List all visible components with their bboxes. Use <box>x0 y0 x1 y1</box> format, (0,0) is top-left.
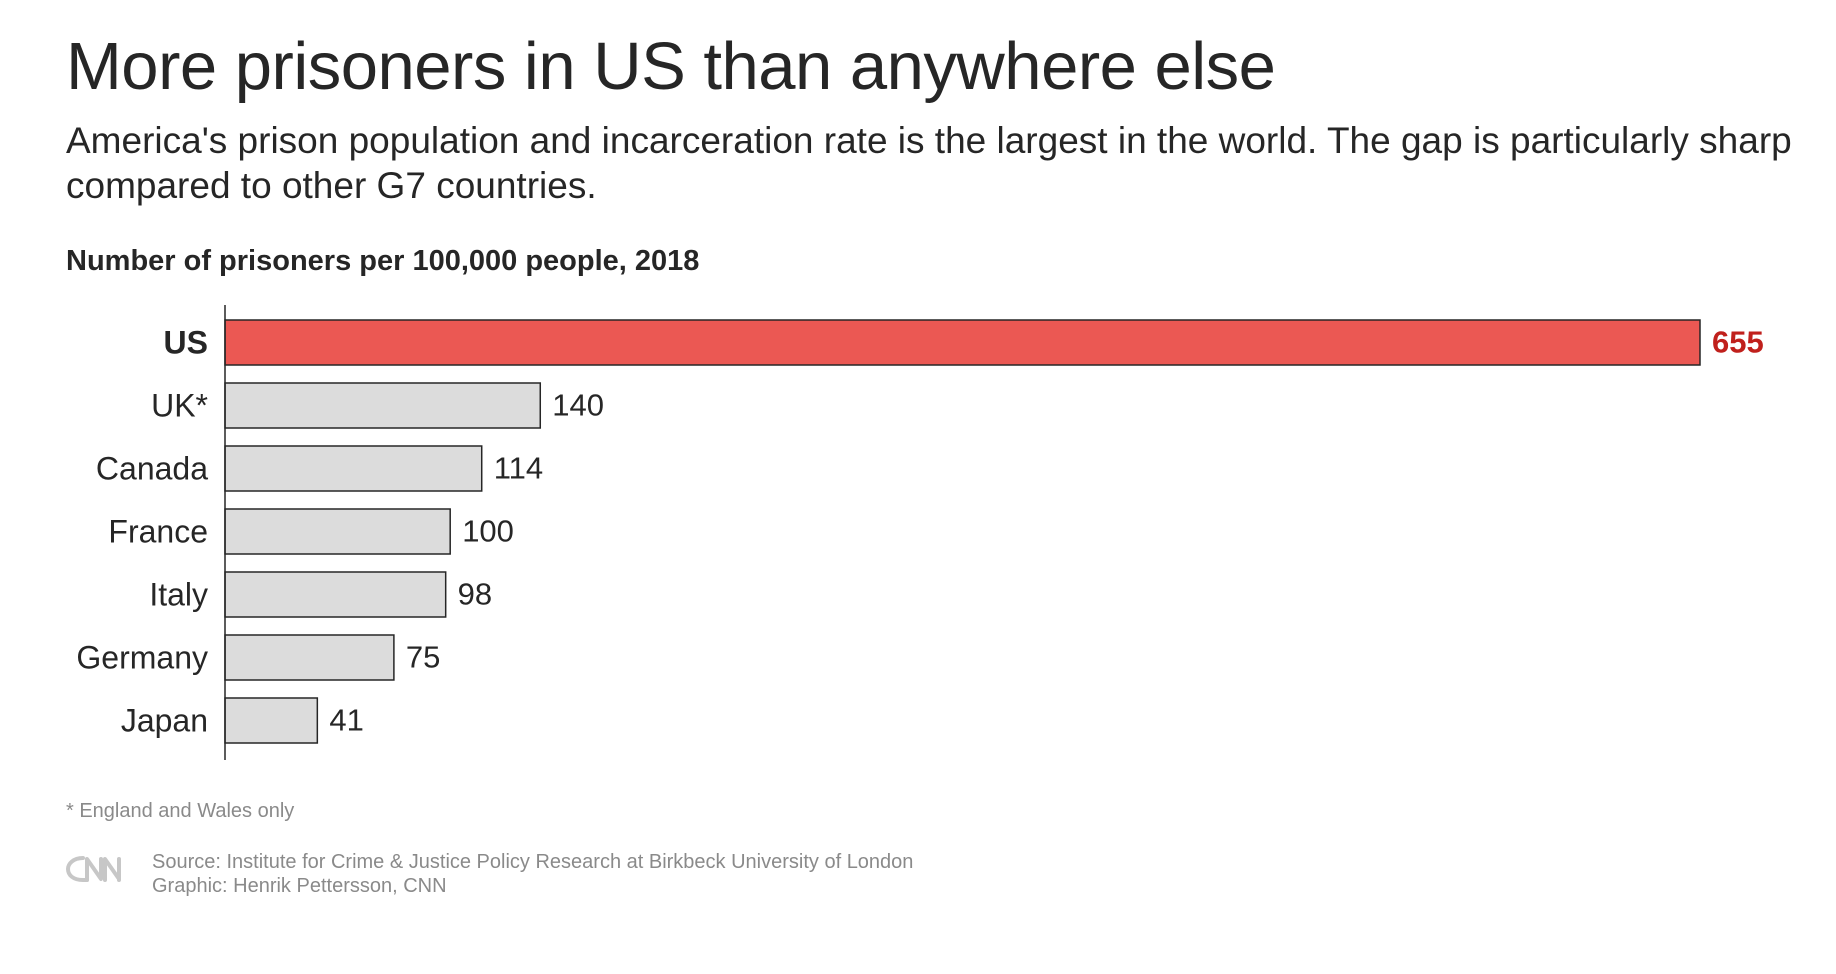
cnn-logo <box>65 852 131 886</box>
category-label-canada: Canada <box>96 451 208 487</box>
bar-japan <box>225 698 317 743</box>
category-label-italy: Italy <box>149 577 208 613</box>
bars-layer: US 655 UK* 140 Canada 114 France 100 Italy 98 Germ… <box>76 320 1763 743</box>
value-label-canada: 114 <box>494 451 543 486</box>
bar-france <box>225 509 450 554</box>
category-label-uk: UK* <box>151 388 208 424</box>
bar-germany <box>225 635 394 680</box>
category-label-japan: Japan <box>121 703 208 739</box>
category-label-germany: Germany <box>76 640 208 676</box>
bar-uk <box>225 383 540 428</box>
value-label-france: 100 <box>462 514 514 549</box>
bar-us <box>225 320 1700 365</box>
bar-italy <box>225 572 446 617</box>
value-label-japan: 41 <box>329 703 363 738</box>
category-label-us: US <box>164 325 208 361</box>
footnote: * England and Wales only <box>66 800 294 823</box>
value-label-italy: 98 <box>458 577 492 612</box>
value-label-uk: 140 <box>552 388 604 423</box>
value-label-germany: 75 <box>406 640 440 675</box>
credit-text: Graphic: Henrik Pettersson, CNN <box>152 874 913 898</box>
value-label-us: 655 <box>1712 325 1764 360</box>
bar-canada <box>225 446 482 491</box>
category-label-france: France <box>108 514 208 550</box>
source-text: Source: Institute for Crime & Justice Po… <box>152 850 913 874</box>
source-credit-block: Source: Institute for Crime & Justice Po… <box>152 850 913 898</box>
